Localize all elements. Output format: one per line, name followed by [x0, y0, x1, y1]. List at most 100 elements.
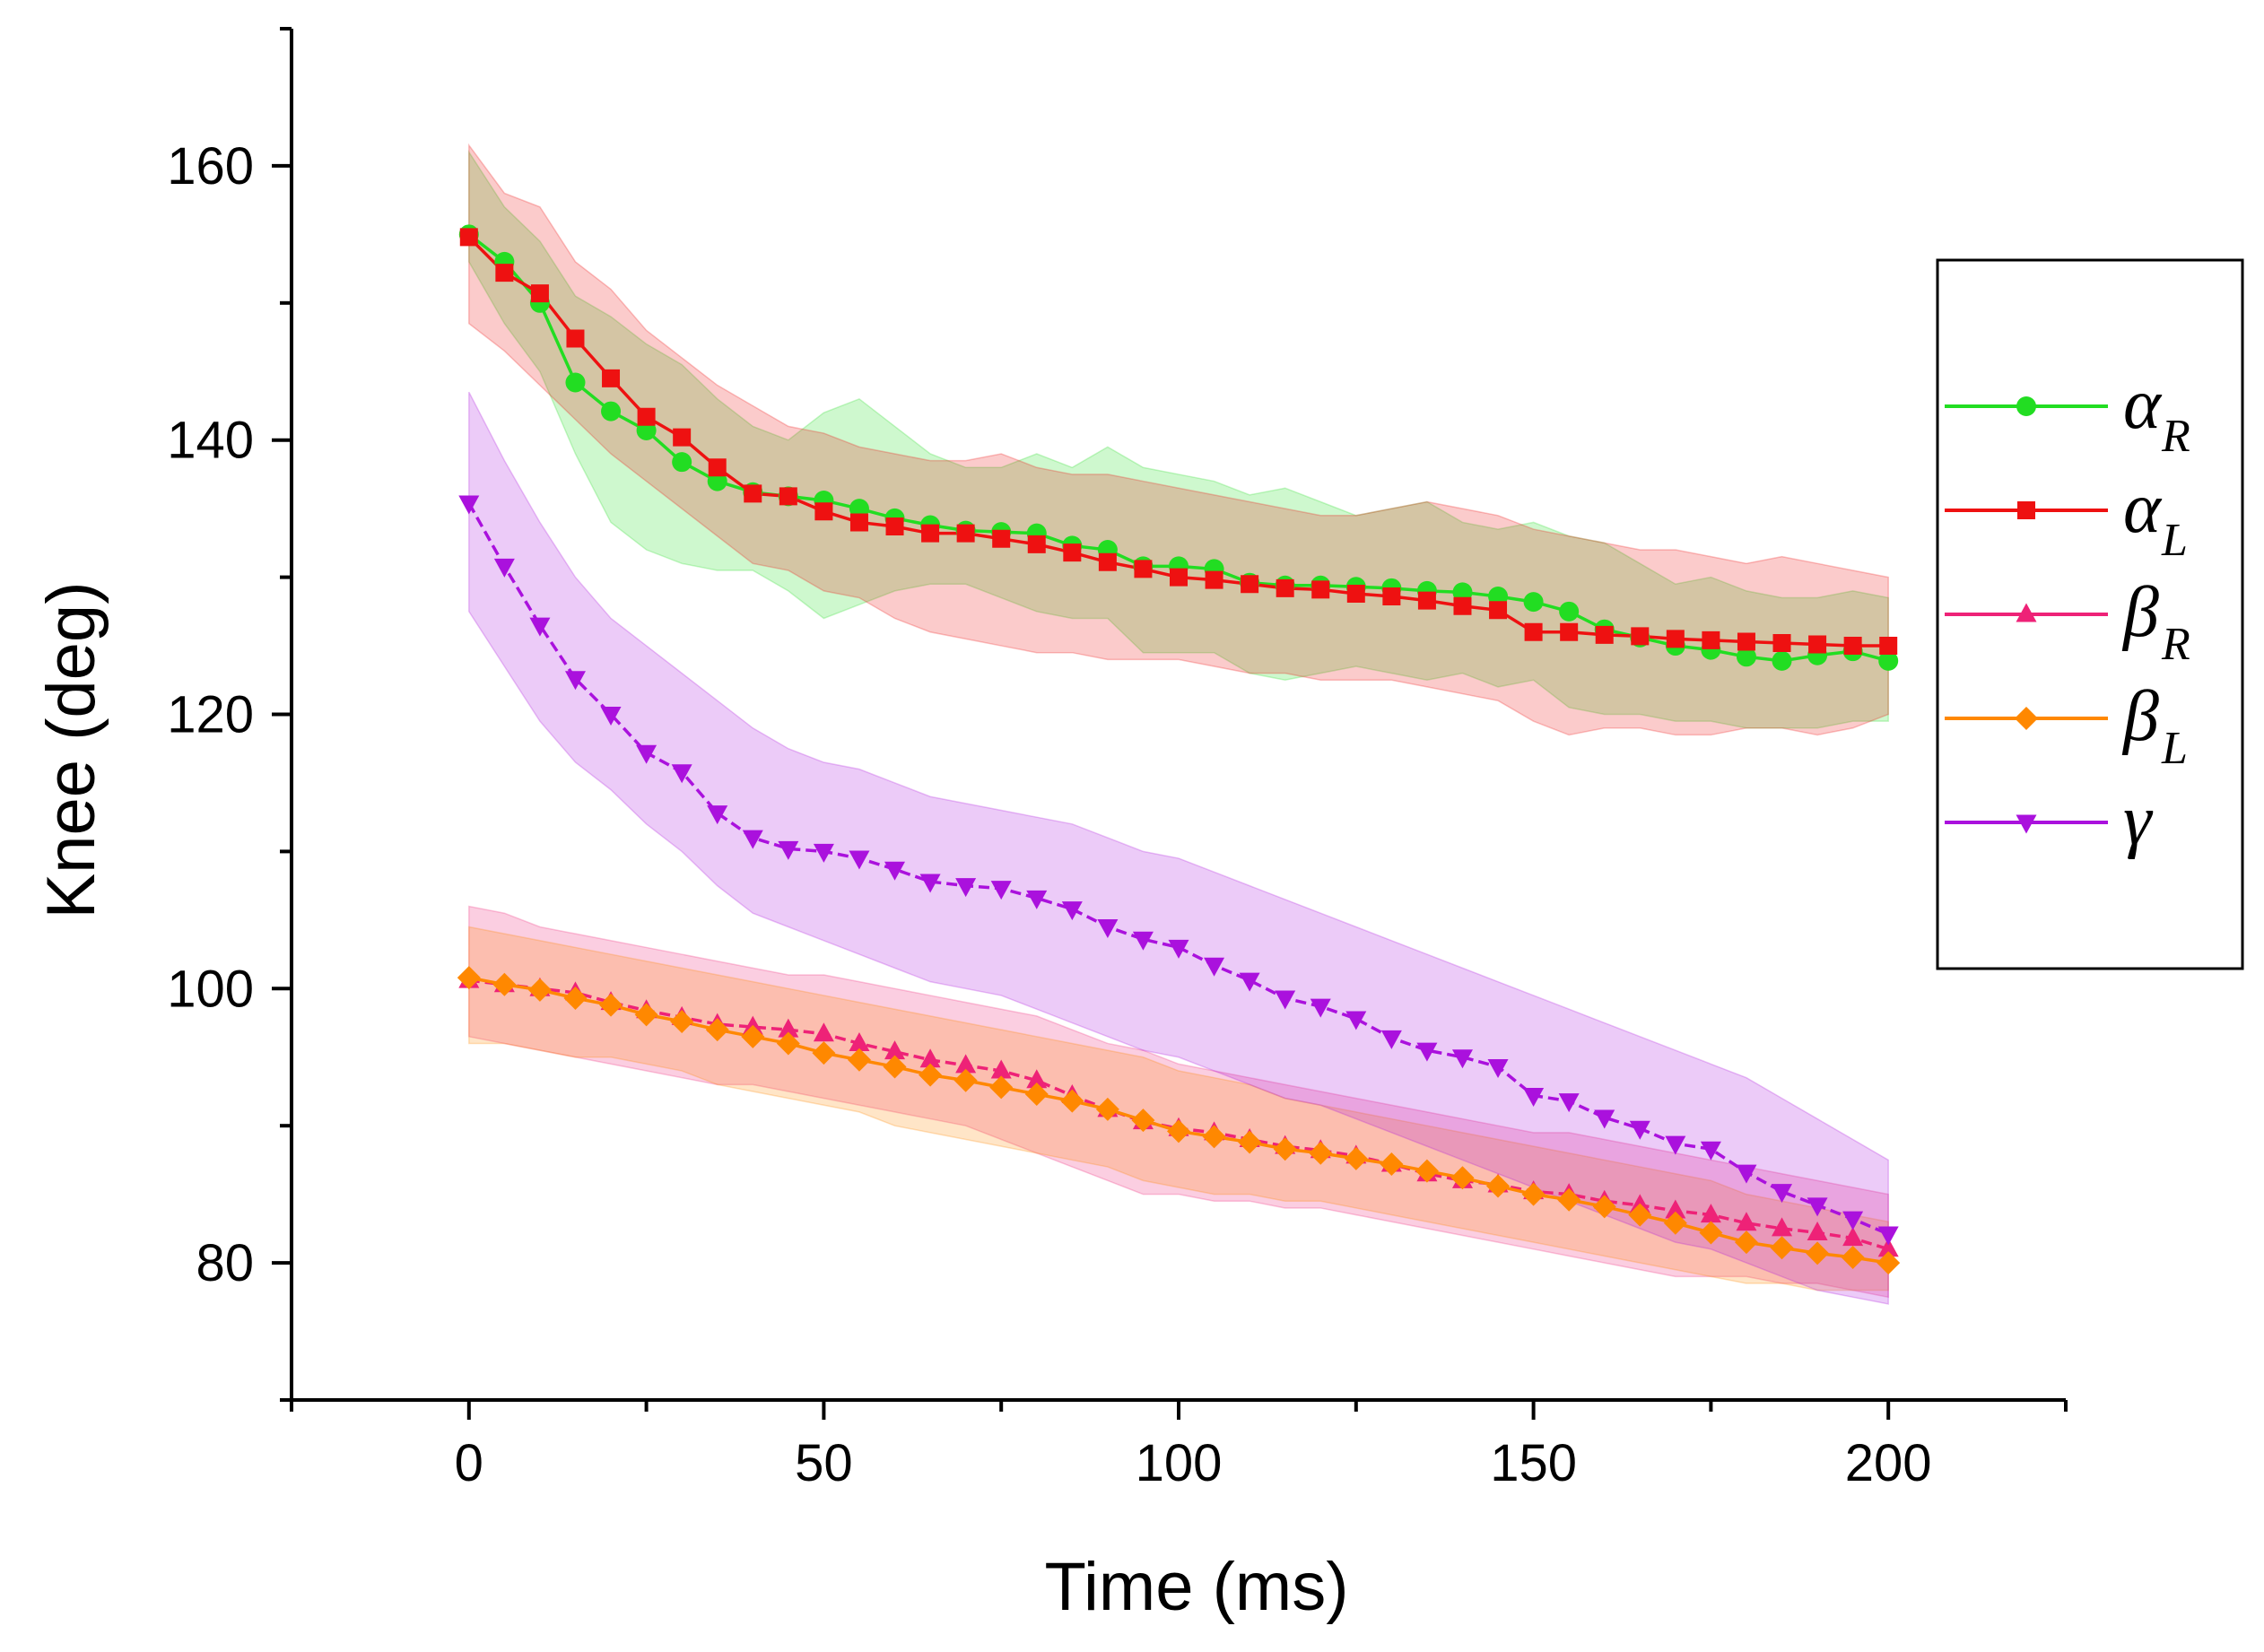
legend-marker — [2017, 501, 2035, 519]
point-series-1 — [673, 428, 692, 447]
band-series-4 — [468, 391, 1889, 1305]
point-series-3 — [1380, 1152, 1404, 1177]
legend-marker — [2016, 814, 2037, 834]
point-series-4 — [636, 744, 657, 764]
axes: 0 50 100 150 200 80 100 120 140 160 — [167, 27, 2068, 1492]
point-series-1 — [1489, 601, 1508, 620]
x-tick-label: 100 — [1136, 1434, 1223, 1492]
x-tick-label: 200 — [1845, 1434, 1932, 1492]
point-series-4 — [1097, 918, 1119, 938]
point-series-1 — [637, 407, 656, 426]
legend-marker — [2016, 396, 2036, 416]
legend-marker — [2016, 603, 2037, 622]
y-tick-label: 140 — [167, 412, 254, 470]
point-series-2 — [919, 1048, 941, 1068]
point-series-1 — [495, 264, 514, 283]
y-tick-label: 80 — [196, 1234, 254, 1292]
point-series-3 — [1521, 1182, 1546, 1206]
legend-label: β — [2121, 573, 2159, 652]
point-series-1 — [459, 228, 478, 247]
point-series-4 — [1204, 957, 1225, 977]
point-series-3 — [1557, 1187, 1581, 1212]
point-series-4 — [707, 805, 728, 825]
point-series-4 — [1842, 1211, 1864, 1230]
point-series-3 — [1806, 1241, 1830, 1265]
point-series-3 — [1450, 1166, 1475, 1190]
point-series-4 — [919, 874, 941, 893]
legend-label: α — [2123, 469, 2163, 548]
point-series-1 — [1595, 625, 1614, 644]
series-markers — [457, 224, 1901, 1275]
point-series-4 — [990, 881, 1012, 900]
point-series-3 — [1024, 1082, 1049, 1107]
point-series-1 — [1453, 596, 1472, 615]
point-series-3 — [599, 993, 623, 1017]
point-series-3 — [1770, 1236, 1794, 1260]
point-series-3 — [1060, 1089, 1084, 1113]
point-series-4 — [1345, 1011, 1367, 1030]
legend-label-subscript: R — [2161, 619, 2190, 670]
point-series-0 — [1523, 592, 1544, 613]
point-series-4 — [813, 843, 834, 863]
point-series-4 — [1877, 1226, 1899, 1246]
point-series-2 — [1877, 1238, 1899, 1257]
point-series-4 — [1275, 990, 1296, 1010]
point-series-3 — [1202, 1125, 1226, 1149]
band-series-1 — [468, 143, 1889, 736]
point-series-3 — [705, 1018, 729, 1042]
point-series-1 — [1063, 543, 1082, 562]
point-series-1 — [1666, 630, 1685, 648]
point-series-3 — [1131, 1109, 1155, 1133]
point-series-1 — [1170, 568, 1188, 587]
point-series-0 — [1559, 601, 1580, 622]
point-series-4 — [564, 671, 586, 691]
point-series-2 — [884, 1040, 906, 1060]
point-series-1 — [1772, 633, 1791, 652]
point-series-1 — [1205, 570, 1223, 589]
point-series-4 — [1061, 901, 1083, 921]
point-series-3 — [919, 1063, 943, 1087]
point-series-4 — [600, 707, 622, 726]
point-series-3 — [1628, 1203, 1652, 1227]
point-series-2 — [778, 1018, 799, 1038]
point-series-2 — [1736, 1212, 1757, 1231]
legend-label-subscript: L — [2161, 515, 2188, 566]
point-series-0 — [565, 372, 586, 393]
point-series-3 — [741, 1024, 765, 1048]
point-series-4 — [1310, 998, 1331, 1018]
point-series-4 — [1451, 1049, 1473, 1069]
point-series-4 — [458, 495, 480, 515]
point-series-4 — [529, 617, 551, 637]
point-series-3 — [492, 972, 517, 996]
point-series-1 — [1702, 630, 1720, 649]
point-series-3 — [527, 978, 552, 1002]
legend: α Rα Lβ Rβ Lγ — [1936, 258, 2244, 970]
point-series-3 — [1592, 1195, 1616, 1219]
point-series-1 — [530, 284, 549, 303]
point-series-2 — [813, 1022, 834, 1042]
point-series-4 — [493, 558, 515, 578]
point-series-1 — [1808, 635, 1827, 654]
y-tick-label: 160 — [167, 137, 254, 196]
point-series-2 — [849, 1031, 870, 1051]
point-series-0 — [672, 452, 692, 473]
point-series-3 — [1734, 1230, 1758, 1255]
point-series-2 — [955, 1054, 977, 1074]
x-tick-label: 50 — [795, 1434, 853, 1492]
point-series-2 — [1026, 1069, 1048, 1089]
x-axis-title: Time (ms) — [1044, 1549, 1348, 1625]
y-tick-label: 120 — [167, 686, 254, 744]
point-series-1 — [1241, 575, 1259, 594]
y-tick-label: 100 — [167, 960, 254, 1018]
point-series-1 — [1382, 587, 1401, 606]
y-axis-title: Knee (deg) — [33, 581, 109, 918]
x-tick-label: 0 — [455, 1434, 483, 1492]
point-series-1 — [1276, 578, 1294, 597]
point-series-1 — [1524, 622, 1543, 641]
point-series-4 — [1665, 1135, 1686, 1155]
point-series-4 — [1629, 1120, 1650, 1140]
point-series-3 — [1699, 1221, 1723, 1245]
point-series-3 — [634, 1003, 658, 1027]
point-series-3 — [1877, 1251, 1901, 1275]
